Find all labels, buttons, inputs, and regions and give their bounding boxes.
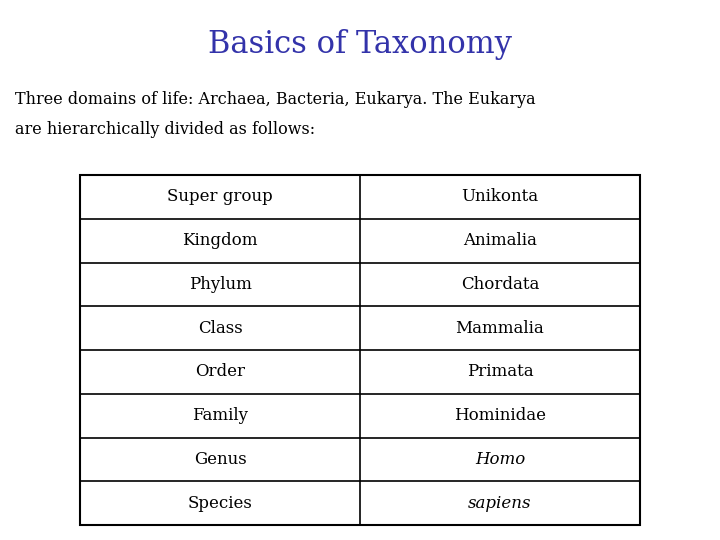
Text: Family: Family: [192, 407, 248, 424]
Text: Three domains of life: Archaea, Bacteria, Eukarya. The Eukarya: Three domains of life: Archaea, Bacteria…: [15, 91, 536, 109]
Text: Primata: Primata: [467, 363, 534, 380]
Text: are hierarchically divided as follows:: are hierarchically divided as follows:: [15, 122, 315, 138]
Text: Mammalia: Mammalia: [456, 320, 544, 336]
Text: Homo: Homo: [475, 451, 525, 468]
Text: Kingdom: Kingdom: [182, 232, 258, 249]
Text: Phylum: Phylum: [189, 276, 251, 293]
Text: Unikonta: Unikonta: [462, 188, 539, 205]
Text: Genus: Genus: [194, 451, 246, 468]
Text: sapiens: sapiens: [468, 495, 532, 511]
Text: Animalia: Animalia: [463, 232, 537, 249]
Text: Super group: Super group: [167, 188, 273, 205]
Text: Hominidae: Hominidae: [454, 407, 546, 424]
Text: Order: Order: [195, 363, 245, 380]
Text: Species: Species: [188, 495, 253, 511]
Text: Chordata: Chordata: [461, 276, 539, 293]
Text: Basics of Taxonomy: Basics of Taxonomy: [208, 30, 512, 60]
Text: Class: Class: [197, 320, 243, 336]
